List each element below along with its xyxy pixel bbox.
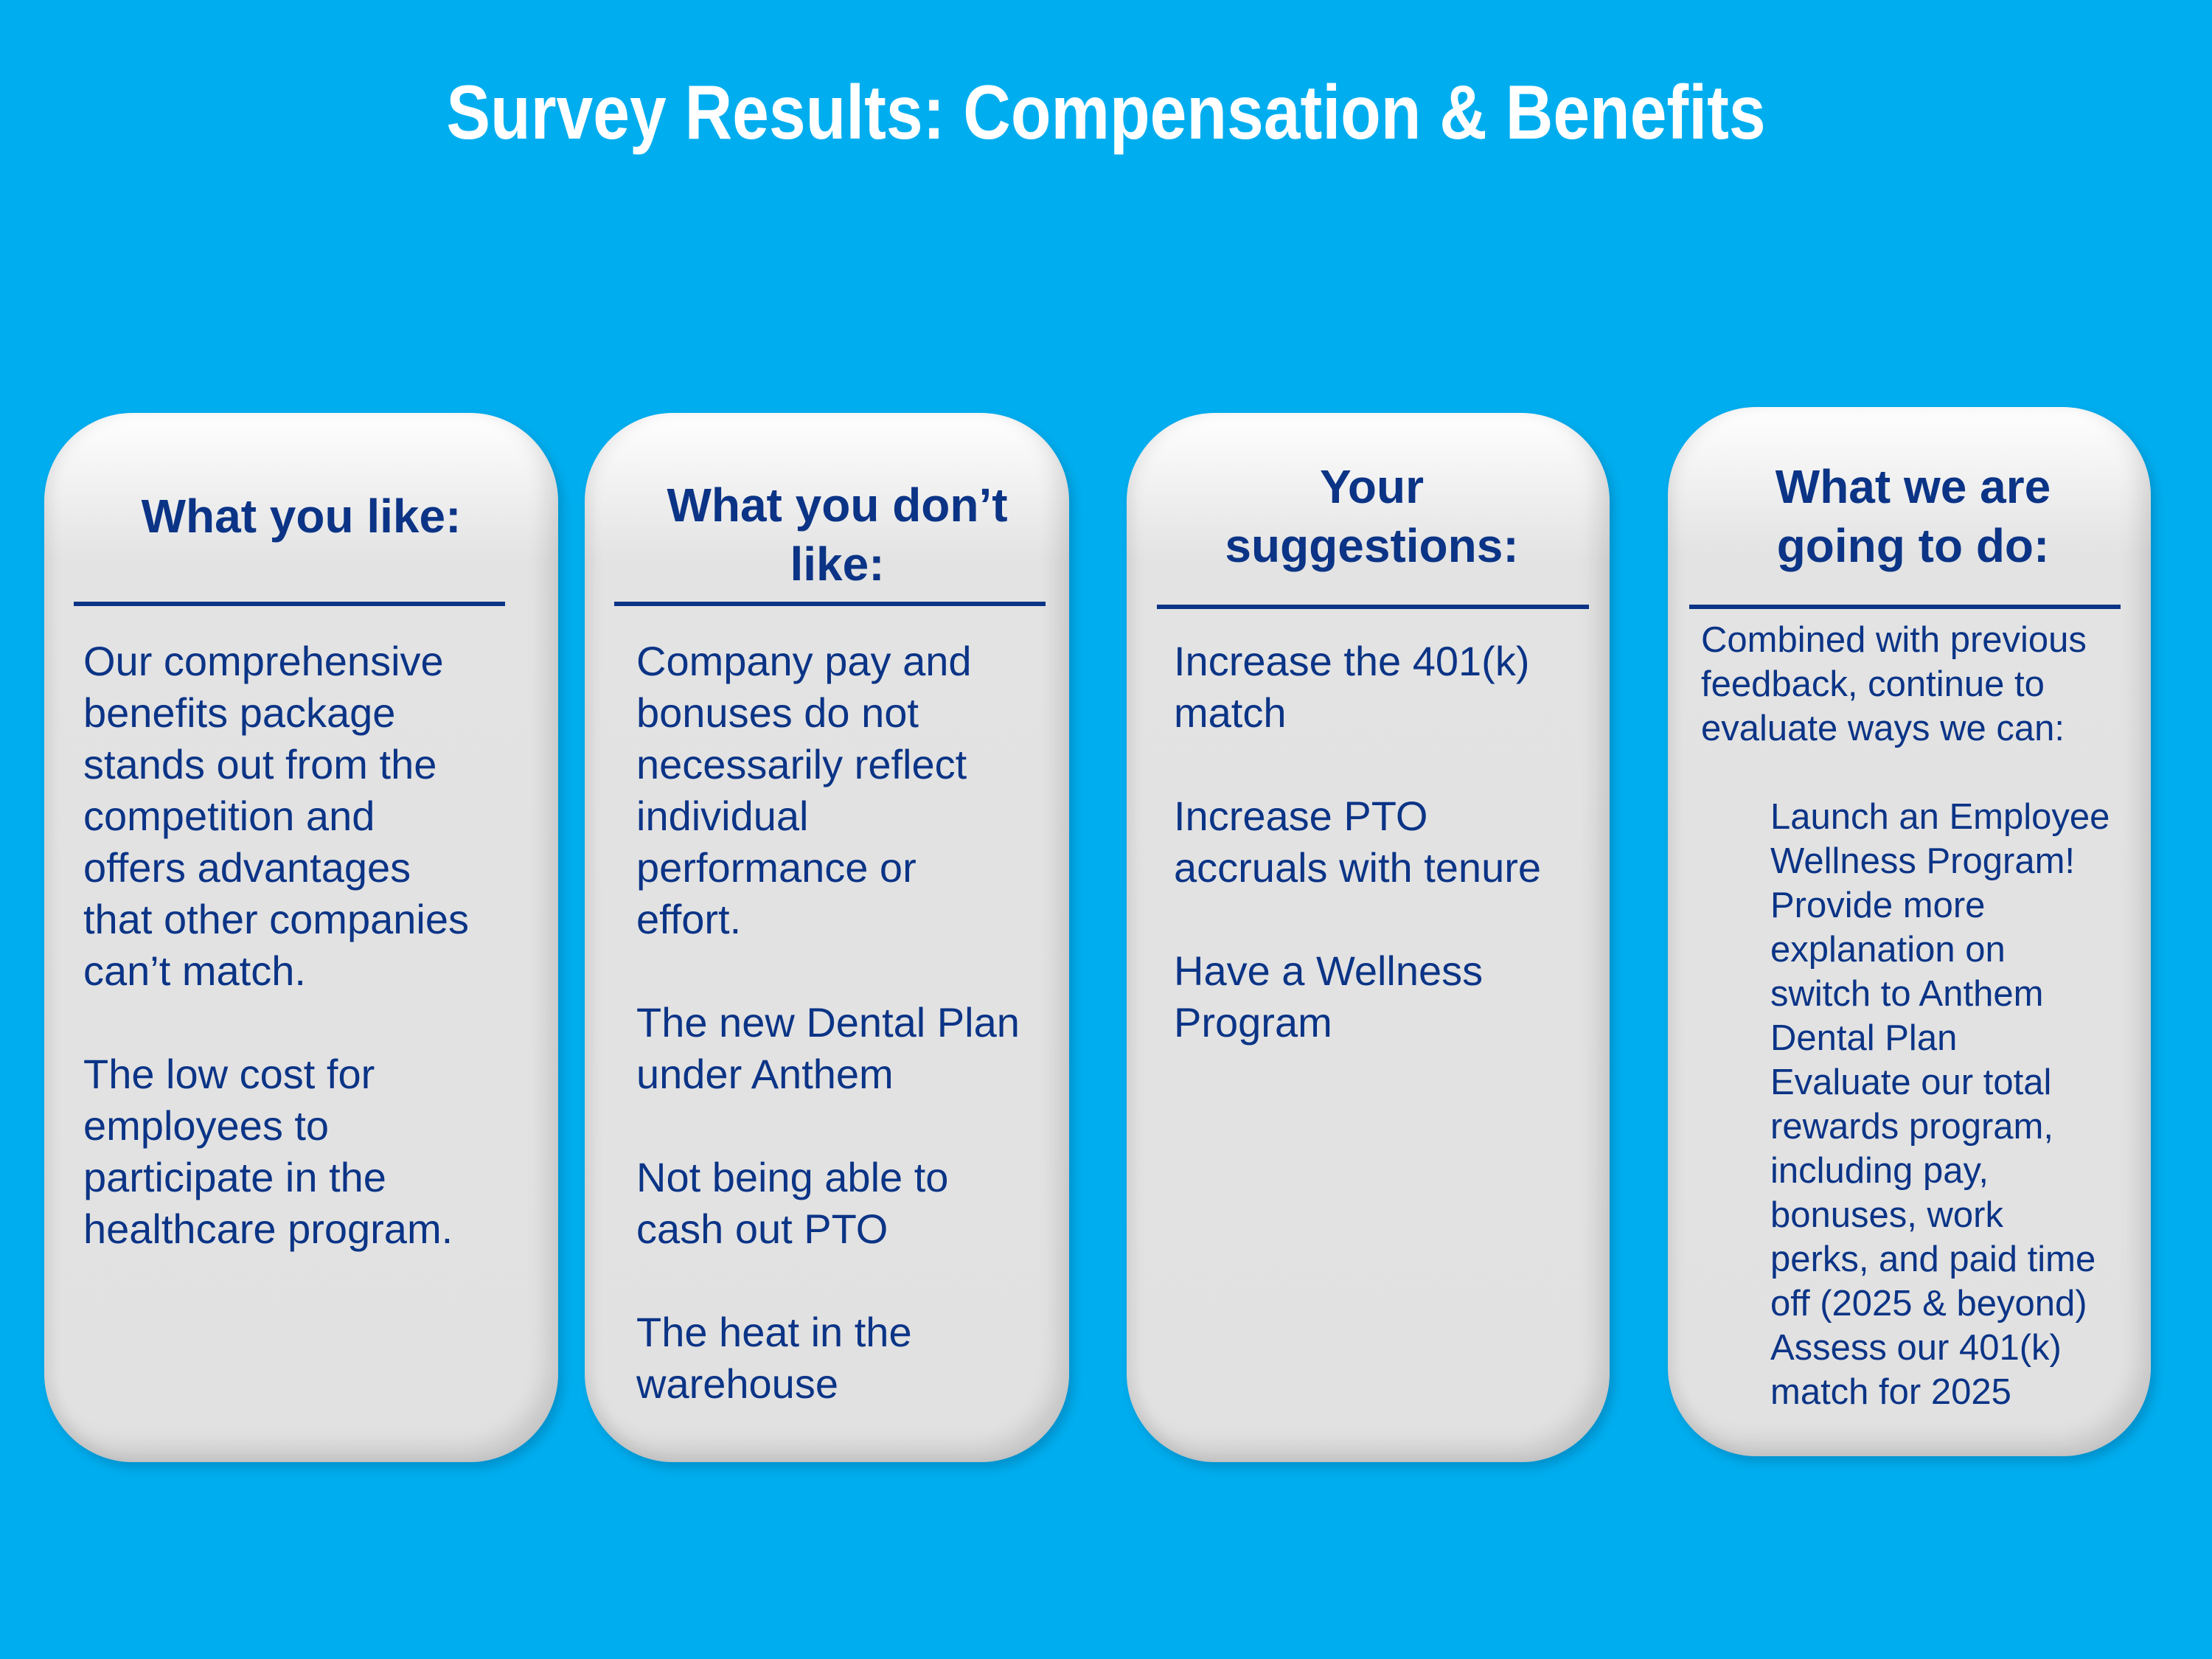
body-line: Increase the 401(k)	[1174, 638, 1530, 684]
body-line: warehouse	[636, 1360, 838, 1407]
body-line: competition and	[83, 793, 375, 839]
card-body-suggestions: Increase the 401(k) match Increase PTO accr…	[1174, 636, 1541, 1048]
card-body-actions: Combined with previous feedback, continue…	[1701, 618, 2110, 1414]
body-line: bonuses do not	[636, 689, 919, 736]
body-line: Our comprehensive	[83, 638, 444, 684]
action-item-line: perks, and paid time	[1770, 1239, 2096, 1279]
blank-line	[1174, 739, 1541, 790]
blank-line	[1174, 894, 1541, 945]
body-line: participate in the	[83, 1154, 386, 1200]
body-line: necessarily reflect	[636, 741, 967, 787]
action-item-line: switch to Anthem	[1770, 974, 2044, 1014]
divider	[1157, 605, 1589, 609]
body-line: Increase PTO	[1174, 793, 1428, 839]
action-item-line: Dental Plan	[1770, 1018, 1958, 1058]
slide-title: Survey Results: Compensation & Benefits	[446, 70, 1766, 156]
body-line: The heat in the	[636, 1309, 912, 1355]
card-heading: Your suggestions:	[1127, 457, 1617, 575]
divider	[1689, 605, 2121, 609]
body-line: match	[1174, 689, 1287, 736]
body-line: stands out from the	[83, 741, 437, 787]
body-line: healthcare program.	[83, 1206, 453, 1252]
body-line: that other companies	[83, 896, 469, 942]
heading-line: What you don’t	[667, 479, 1008, 532]
action-item-line: bonuses, work	[1770, 1195, 2003, 1235]
action-item-line: Evaluate our total	[1770, 1062, 2052, 1102]
blank-line	[83, 997, 469, 1048]
body-line: under Anthem	[636, 1051, 894, 1097]
blank-line	[636, 945, 1020, 997]
body-line: benefits package	[83, 689, 396, 736]
card-what-you-like	[44, 413, 558, 1462]
action-item-line: including pay,	[1770, 1151, 1989, 1191]
body-line: Program	[1174, 999, 1332, 1046]
action-item-line: rewards program,	[1770, 1107, 2053, 1147]
action-item-line: match for 2025	[1770, 1372, 2011, 1412]
body-line: effort.	[636, 896, 742, 942]
card-what-you-dont-like	[585, 413, 1069, 1462]
heading-line: What we are	[1775, 460, 2051, 513]
action-item-line: Launch an Employee	[1770, 797, 2110, 837]
heading-line: suggestions:	[1225, 519, 1519, 572]
divider	[74, 602, 505, 606]
divider	[614, 602, 1046, 606]
body-line: Have a Wellness	[1174, 947, 1484, 994]
card-heading: What you don’t like:	[585, 476, 1090, 594]
card-heading: What we are going to do:	[1668, 457, 2158, 575]
blank-line	[636, 1255, 1020, 1307]
action-item-line: off (2025 & beyond)	[1770, 1284, 2087, 1324]
action-item-line: Assess our 401(k)	[1770, 1328, 2062, 1368]
body-line: Not being able to	[636, 1154, 949, 1200]
card-body-likes: Our comprehensive benefits package stands …	[83, 636, 469, 1255]
body-line: performance or	[636, 844, 917, 891]
body-line: employees to	[83, 1102, 330, 1149]
intro-line: evaluate ways we can:	[1701, 709, 2065, 748]
body-line: Company pay and	[636, 638, 972, 684]
card-what-we-will-do	[1668, 407, 2151, 1456]
body-line: can’t match.	[83, 947, 306, 994]
action-item-line: explanation on	[1770, 930, 2006, 970]
card-body-dislikes: Company pay and bonuses do not necessarily…	[636, 636, 1020, 1410]
body-line: individual	[636, 793, 809, 839]
card-your-suggestions	[1127, 413, 1610, 1462]
body-line: cash out PTO	[636, 1206, 888, 1252]
action-item-line: Provide more	[1770, 886, 1986, 925]
heading-line: What you like:	[141, 490, 462, 543]
action-item-line: Wellness Program!	[1770, 841, 2076, 881]
body-line: offers advantages	[83, 844, 411, 891]
heading-line: like:	[790, 538, 885, 591]
body-line: The new Dental Plan	[636, 999, 1020, 1046]
body-line: The low cost for	[83, 1051, 375, 1097]
body-line: accruals with tenure	[1174, 844, 1542, 891]
intro-line: feedback, continue to	[1701, 664, 2045, 704]
heading-line: going to do:	[1776, 519, 2050, 572]
card-heading: What you like:	[44, 487, 558, 546]
intro-line: Combined with previous	[1701, 620, 2087, 660]
blank-line	[1701, 751, 2110, 795]
blank-line	[636, 1100, 1020, 1152]
heading-line: Your	[1319, 460, 1425, 513]
